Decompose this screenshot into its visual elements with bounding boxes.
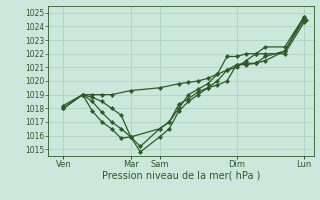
X-axis label: Pression niveau de la mer( hPa ): Pression niveau de la mer( hPa ) [102,171,260,181]
